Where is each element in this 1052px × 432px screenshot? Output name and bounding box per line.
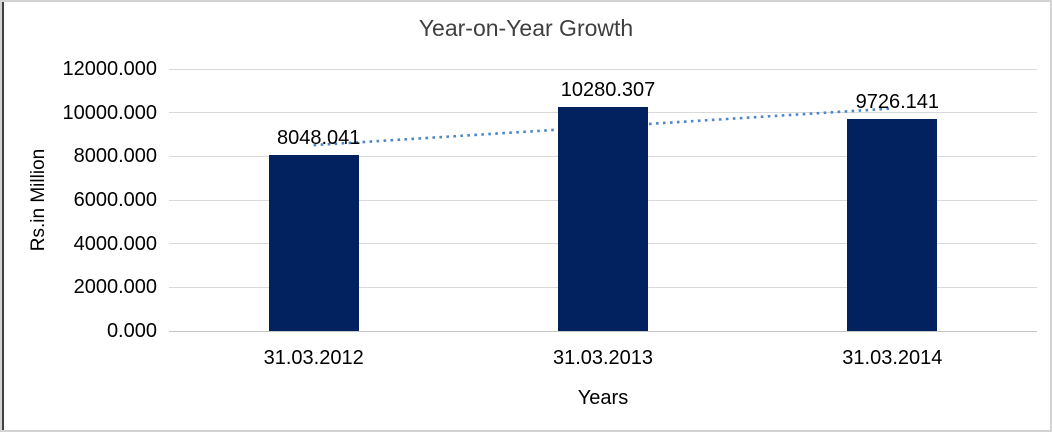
- data-label: 9726.141: [855, 90, 940, 113]
- x-axis-line: [169, 330, 1037, 332]
- left-edge-line: [2, 2, 4, 430]
- x-category-label: 31.03.2012: [263, 347, 364, 369]
- data-label: 10280.307: [560, 78, 656, 101]
- y-tick-label: 8000.000: [73, 145, 157, 168]
- data-label: 8048.041: [276, 127, 361, 150]
- y-tick-label: 2000.000: [73, 276, 157, 299]
- x-category-label: 31.03.2014: [842, 347, 943, 369]
- y-tick-label: 12000.000: [62, 58, 157, 80]
- gridline: [169, 68, 1037, 70]
- bar-31.03.2012: [268, 155, 359, 331]
- x-category-label: 31.03.2013: [552, 347, 654, 369]
- chart-title: Year-on-Year Growth: [418, 15, 634, 41]
- y-tick-label: 10000.000: [62, 101, 157, 124]
- y-tick-label: 0.000: [106, 320, 157, 342]
- x-axis-title: Years: [577, 387, 629, 409]
- bar-31.03.2013: [558, 106, 648, 331]
- bar-31.03.2014: [847, 118, 938, 331]
- y-tick-label: 4000.000: [73, 232, 157, 255]
- y-tick-label: 6000.000: [73, 189, 157, 211]
